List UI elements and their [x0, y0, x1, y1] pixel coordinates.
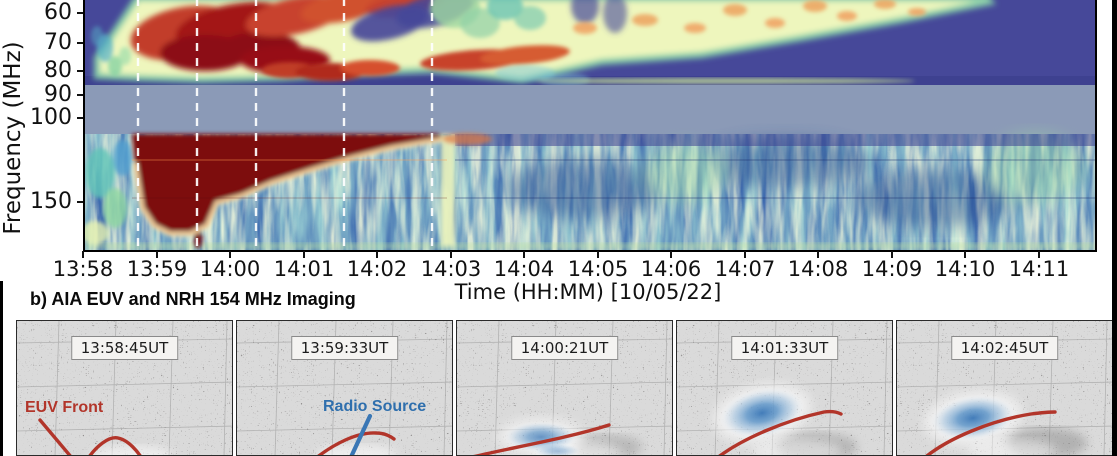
- x-tick: [597, 251, 599, 258]
- x-tick: [450, 251, 452, 258]
- x-tick-label: 14:08: [787, 257, 849, 281]
- x-tick-label: 14:11: [1008, 257, 1070, 281]
- x-tick-label: 14:10: [934, 257, 996, 281]
- frame-timestamp: 14:00:21UT: [510, 336, 619, 360]
- x-tick-label: 14:06: [640, 257, 702, 281]
- x-tick: [891, 251, 893, 258]
- solar-grid: [237, 321, 452, 455]
- x-tick-label: 13:59: [126, 257, 188, 281]
- x-tick: [303, 251, 305, 258]
- euv-frame-5: 14:02:45UT: [896, 320, 1113, 456]
- y-tick-label: 150: [30, 189, 72, 214]
- y-tick-label: 70: [44, 30, 72, 55]
- y-tick: [77, 201, 85, 203]
- x-tick: [523, 251, 525, 258]
- frame-timestamp: 13:59:33UT: [290, 336, 399, 360]
- euv-front-label: EUV Front: [25, 399, 104, 416]
- euv-frame-3: 14:00:21UT: [456, 320, 673, 456]
- euv-frame-4: 14:01:33UT: [676, 320, 893, 456]
- y-tick: [77, 42, 85, 44]
- radio-source-blob: [929, 394, 1017, 442]
- y-tick-label: 80: [44, 58, 72, 83]
- x-tick: [670, 251, 672, 258]
- y-tick-label: 60: [44, 0, 72, 25]
- radio-source-pointer-line: [349, 413, 373, 455]
- x-tick-label: 14:05: [567, 257, 629, 281]
- euv-frame-2-art: [237, 321, 452, 455]
- frame-timestamp: 14:02:45UT: [950, 336, 1059, 360]
- x-tick-label: 14:04: [493, 257, 555, 281]
- x-tick-label: 14:02: [346, 257, 408, 281]
- x-tick: [817, 251, 819, 258]
- x-tick: [82, 251, 84, 258]
- frame-timestamp: 13:58:45UT: [70, 336, 179, 360]
- spectrogram-art: [85, 0, 1095, 250]
- x-tick: [964, 251, 966, 258]
- y-tick: [77, 70, 85, 72]
- euv-frame-1: EUV Front 13:58:45UT: [16, 320, 233, 456]
- euv-front-arc: [473, 423, 611, 455]
- x-tick-label: 14:00: [199, 257, 261, 281]
- y-tick-label: 100: [30, 105, 72, 130]
- panel-b-title: b) AIA EUV and NRH 154 MHz Imaging: [30, 289, 356, 309]
- y-tick: [77, 12, 85, 14]
- euv-front-arc: [925, 410, 1057, 455]
- x-tick: [229, 251, 231, 258]
- x-tick: [156, 251, 158, 258]
- radio-source-blob: [718, 386, 806, 440]
- euv-frame-2: Radio Source 13:59:33UT: [236, 320, 453, 456]
- euv-front-arc: [88, 436, 142, 455]
- x-tick: [376, 251, 378, 258]
- x-tick-label: 14:07: [714, 257, 776, 281]
- frame-timestamp: 14:01:33UT: [730, 336, 839, 360]
- figure-outer-border-right: [1112, 0, 1117, 456]
- x-tick-label: 13:58: [52, 257, 114, 281]
- x-tick-label: 14:09: [861, 257, 923, 281]
- x-tick-label: 14:03: [420, 257, 482, 281]
- euv-front-arc: [718, 409, 843, 455]
- x-tick: [744, 251, 746, 258]
- radio-spectrogram-panel: [83, 0, 1097, 252]
- figure-outer-border-left: [0, 281, 3, 456]
- frame-time-dashed-lines: [136, 0, 434, 250]
- x-tick: [1038, 251, 1040, 258]
- masked-frequency-band: [85, 85, 1095, 134]
- y-tick-label: 90: [44, 82, 72, 107]
- x-axis-label: Time (HH:MM) [10/05/22]: [454, 280, 722, 304]
- euv-front-pointer-line: [38, 418, 72, 455]
- euv-front-arc: [317, 431, 396, 455]
- y-tick: [77, 94, 85, 96]
- y-tick: [77, 117, 85, 119]
- radio-source-label: Radio Source: [323, 398, 427, 415]
- x-tick-label: 14:01: [273, 257, 335, 281]
